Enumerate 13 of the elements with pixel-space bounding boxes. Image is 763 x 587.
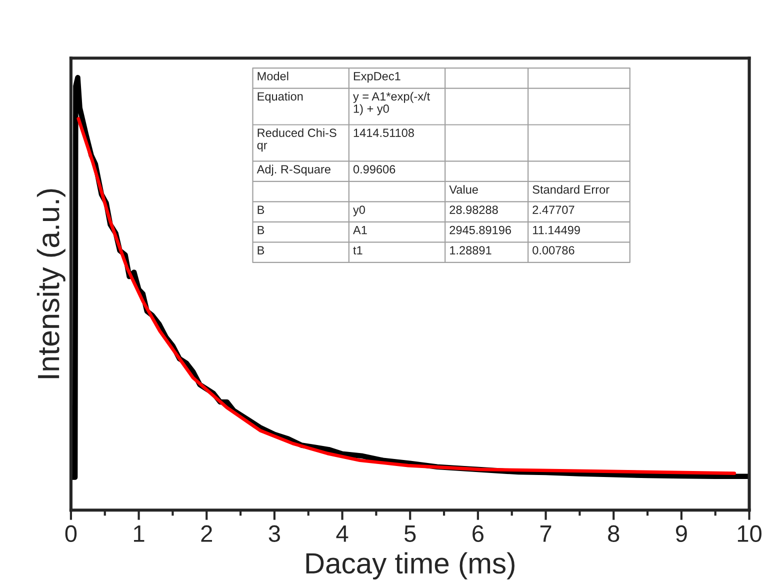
x-tick-label: 6 [472, 525, 484, 542]
x-tick-label: 4 [336, 526, 348, 542]
x-tick-label: 7 [540, 526, 552, 542]
x-tick-label: 10 [738, 525, 762, 542]
x-tick-label: 2 [201, 525, 212, 542]
x-tick-label: 8 [608, 525, 620, 542]
x-tick-label: 9 [676, 525, 687, 542]
x-tick-label: 1 [134, 526, 144, 542]
x-axis-title: Dacay time (ms) [306, 552, 514, 580]
x-tick-label: 5 [404, 526, 416, 542]
y-axis-title: Intensity (a.u.) [36, 189, 66, 378]
x-tick-label: 0 [65, 525, 77, 542]
x-tick-label: 3 [268, 525, 280, 542]
